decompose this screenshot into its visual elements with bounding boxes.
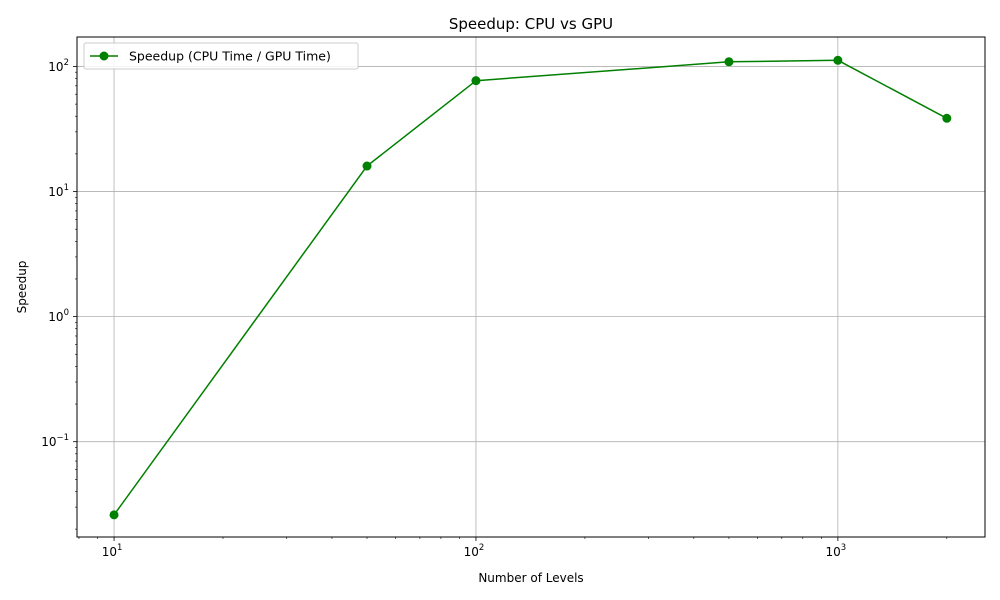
x-tick-label: 103 <box>826 543 847 559</box>
data-point <box>471 76 481 86</box>
grid <box>77 37 985 537</box>
legend-label: Speedup (CPU Time / GPU Time) <box>129 49 331 64</box>
series-group <box>109 55 952 520</box>
data-point <box>833 55 843 65</box>
y-tick-label: 102 <box>48 58 69 74</box>
y-tick-label: 10−1 <box>41 433 69 449</box>
plot-frame <box>76 36 986 538</box>
y-axis-label: Speedup <box>15 261 29 314</box>
data-point <box>724 57 734 67</box>
y-tick-label: 100 <box>48 308 69 324</box>
series-line <box>113 59 948 516</box>
data-point <box>942 113 952 123</box>
legend-marker-sample <box>99 51 109 61</box>
chart-title: Speedup: CPU vs GPU <box>449 15 613 33</box>
x-tick-label: 102 <box>464 543 485 559</box>
data-point <box>109 510 119 520</box>
y-tick-label: 101 <box>48 183 69 199</box>
data-point <box>362 161 372 171</box>
x-axis-label: Number of Levels <box>478 571 583 585</box>
legend: Speedup (CPU Time / GPU Time) <box>83 42 359 70</box>
legend-box <box>83 42 359 70</box>
x-tick-label: 101 <box>102 543 123 559</box>
x-axis-ticks: 101 102 103 <box>102 537 847 559</box>
y-axis-ticks: 10−1 100 101 102 <box>41 58 77 449</box>
minor-ticks <box>75 71 948 539</box>
